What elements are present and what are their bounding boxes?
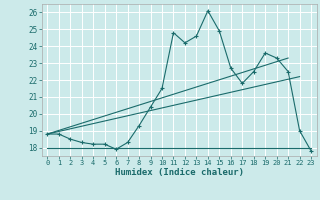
X-axis label: Humidex (Indice chaleur): Humidex (Indice chaleur) <box>115 168 244 177</box>
